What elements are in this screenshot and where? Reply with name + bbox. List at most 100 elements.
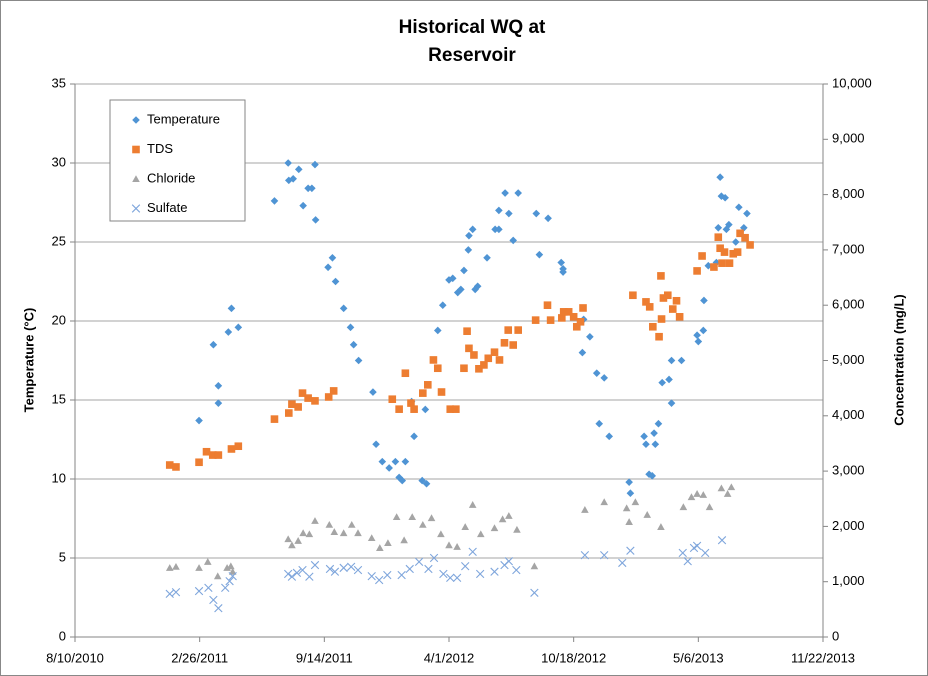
y-tick-label: 30 (52, 154, 66, 169)
point (234, 442, 243, 451)
point (475, 364, 483, 373)
y2-tick-label: 5,000 (832, 352, 865, 367)
point (476, 530, 485, 538)
point (347, 520, 356, 528)
point (294, 403, 302, 411)
point (304, 394, 312, 402)
point (717, 536, 727, 545)
point (392, 513, 401, 521)
point (693, 489, 701, 497)
chart-title: Reservoir (428, 45, 516, 66)
point (457, 285, 465, 294)
point (705, 503, 714, 511)
legend-marker (132, 145, 140, 154)
point (576, 317, 585, 326)
y2-tick-label: 6,000 (832, 297, 865, 312)
y2-tick-label: 8,000 (832, 186, 865, 201)
point (468, 501, 477, 508)
point (195, 564, 203, 571)
point (649, 322, 657, 331)
point (559, 268, 567, 276)
point (165, 564, 174, 571)
point (578, 348, 587, 357)
y-tick-label: 20 (52, 312, 66, 327)
point (439, 569, 448, 579)
point (284, 535, 292, 543)
point (514, 326, 522, 334)
point (658, 378, 666, 387)
point (324, 393, 333, 401)
point (743, 209, 751, 218)
point (285, 409, 293, 417)
legend-marker (132, 116, 140, 124)
point (331, 277, 340, 286)
y-tick-label: 15 (52, 391, 66, 406)
point (677, 356, 686, 365)
point (501, 189, 509, 197)
point (298, 565, 307, 575)
point (446, 573, 455, 583)
point (490, 524, 499, 532)
point (339, 529, 348, 537)
point (410, 432, 418, 441)
point (214, 399, 223, 407)
point (490, 348, 499, 357)
x-tick-label: 8/10/2010 (46, 650, 104, 665)
point (721, 193, 729, 202)
legend-label: TDS (147, 141, 173, 156)
point (498, 515, 507, 523)
point (195, 416, 203, 425)
point (509, 236, 518, 245)
y-tick-label: 5 (59, 549, 66, 564)
point (284, 159, 292, 167)
point (642, 440, 650, 449)
point (631, 498, 640, 506)
point (419, 389, 427, 397)
point (369, 388, 377, 396)
point (228, 567, 237, 575)
point (642, 298, 650, 306)
point (718, 259, 726, 267)
point (310, 560, 320, 570)
point (294, 536, 302, 544)
point (495, 356, 504, 364)
point (532, 209, 541, 218)
point (289, 175, 297, 183)
point (600, 374, 609, 382)
point (640, 432, 648, 441)
point (171, 588, 181, 597)
point (287, 572, 297, 581)
chart-title: Historical WQ at (399, 17, 546, 38)
point (475, 569, 485, 579)
point (227, 304, 236, 313)
point (741, 233, 749, 242)
point (209, 595, 218, 605)
point (328, 254, 337, 262)
point (311, 397, 319, 405)
legend: Temperature TDS Chloride Sulfate (109, 99, 246, 222)
point (308, 184, 316, 193)
point (419, 520, 427, 528)
point (667, 399, 676, 407)
point (679, 503, 688, 511)
point (500, 339, 509, 347)
point (354, 356, 363, 365)
point (421, 405, 430, 414)
point (700, 296, 708, 305)
legend-marker (131, 204, 141, 213)
point (299, 201, 307, 210)
point (710, 263, 718, 271)
point (330, 567, 340, 576)
point (714, 233, 723, 241)
point (424, 381, 432, 389)
x-tick-label: 11/22/2013 (791, 650, 855, 665)
point (395, 405, 403, 413)
y2-tick-label: 1,000 (832, 573, 865, 588)
y2-tick-label: 4,000 (832, 407, 865, 422)
point (294, 165, 303, 174)
point (699, 326, 708, 335)
point (694, 337, 703, 346)
point (535, 250, 544, 259)
point (626, 546, 635, 555)
point (429, 356, 438, 364)
